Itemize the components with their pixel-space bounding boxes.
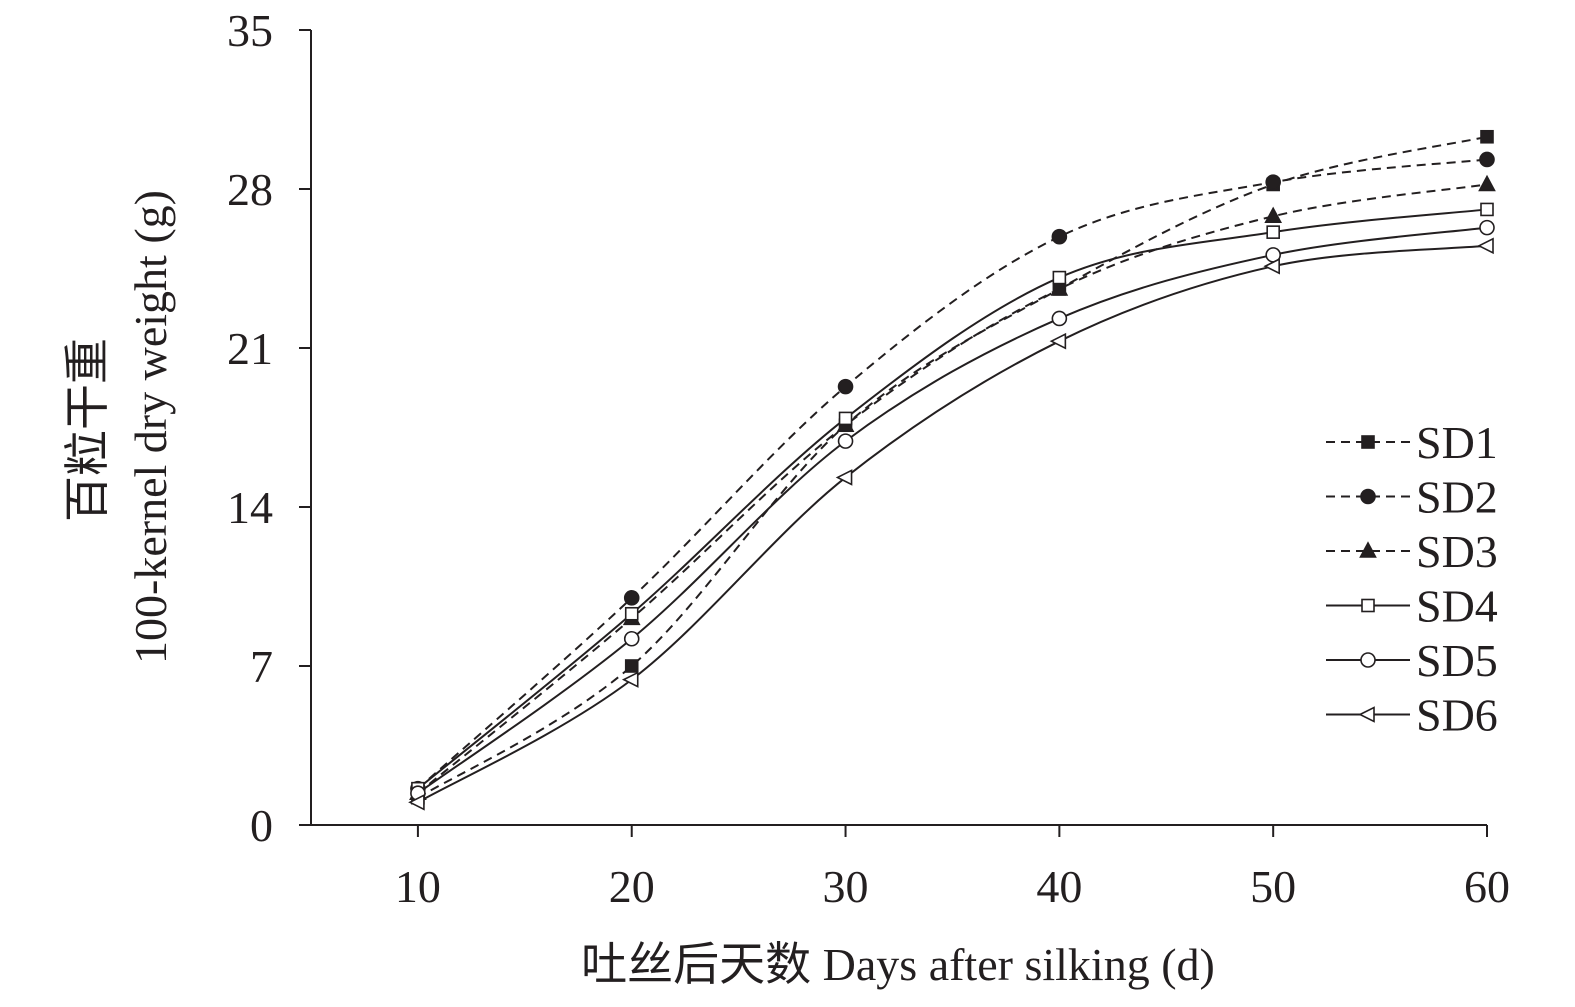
- legend-marker: [1360, 652, 1376, 668]
- data-point: [1049, 332, 1067, 350]
- data-point: [408, 793, 425, 811]
- y-tick-label: 14: [227, 482, 273, 533]
- data-point: [838, 411, 853, 426]
- x-tick-label: 40: [1036, 861, 1082, 912]
- data-point: [1480, 129, 1494, 144]
- ticks: 0 7 14 21 28 35 10 20 30 40 50 60: [227, 5, 1510, 912]
- series-SD2: [410, 151, 1495, 797]
- series-line: [417, 183, 1488, 794]
- data-point: [1477, 237, 1494, 255]
- series-line: [417, 244, 1488, 804]
- x-tick-label: 60: [1464, 861, 1510, 912]
- legend-item: SD1: [1326, 417, 1498, 468]
- data-point: [623, 630, 640, 647]
- data-point: [835, 469, 853, 486]
- series-SD5: [410, 219, 1495, 802]
- y-tick-label: 21: [227, 323, 273, 374]
- series-SD6: [408, 237, 1494, 811]
- legend-marker: [1361, 598, 1375, 613]
- y-tick-label: 35: [227, 5, 273, 56]
- y-axis-label-en: 100-kernel dry weight (g): [125, 190, 176, 664]
- data-point: [624, 659, 639, 673]
- legend-label: SD5: [1416, 635, 1498, 686]
- data-point: [1265, 174, 1281, 190]
- x-tick-label: 50: [1250, 861, 1296, 912]
- x-axis-label: 吐丝后天数 Days after silking (d): [581, 939, 1215, 990]
- y-tick-label: 28: [227, 164, 273, 215]
- legend-item: SD5: [1326, 635, 1498, 686]
- x-tick-label: 30: [823, 861, 869, 912]
- legend-marker: [1359, 541, 1377, 558]
- data-point: [1051, 310, 1068, 327]
- data-point: [1264, 206, 1283, 224]
- legend-marker: [1358, 706, 1375, 723]
- axes: [310, 30, 1487, 826]
- x-tick-label: 10: [395, 861, 441, 912]
- y-tick-label: 7: [250, 641, 273, 692]
- series-line: [417, 158, 1488, 790]
- data-point: [621, 671, 639, 688]
- data-point: [837, 433, 854, 449]
- legend-label: SD2: [1416, 472, 1498, 523]
- series-line: [417, 208, 1488, 790]
- legend-item: SD4: [1326, 581, 1498, 632]
- series-SD3: [409, 174, 1496, 801]
- legend-marker: [1361, 435, 1375, 449]
- legend-label: SD3: [1416, 526, 1498, 577]
- x-tick-label: 20: [609, 861, 655, 912]
- data-point: [1479, 219, 1495, 236]
- legend-marker: [1360, 488, 1376, 505]
- series: [408, 129, 1496, 811]
- series-SD4: [411, 202, 1494, 796]
- series-SD1: [411, 129, 1494, 805]
- data-point: [1480, 202, 1494, 217]
- legend-item: SD6: [1326, 690, 1498, 741]
- legend-item: SD2: [1326, 472, 1498, 523]
- data-point: [624, 606, 639, 621]
- legend-label: SD1: [1416, 417, 1498, 468]
- data-point: [837, 378, 854, 395]
- series-line: [417, 135, 1488, 799]
- legend-item: SD3: [1326, 526, 1498, 577]
- legend-label: SD6: [1416, 690, 1498, 741]
- data-point: [1050, 279, 1069, 296]
- y-tick-label: 0: [250, 800, 273, 851]
- data-point: [1051, 228, 1068, 245]
- data-point: [1263, 257, 1280, 275]
- series-line: [417, 226, 1488, 795]
- data-point: [1266, 225, 1280, 239]
- data-point: [1052, 270, 1067, 285]
- legend-label: SD4: [1416, 581, 1498, 632]
- data-point: [1478, 174, 1496, 192]
- data-point: [623, 590, 640, 606]
- y-axis-label-cn: 百粒干重: [62, 338, 113, 522]
- data-point: [1479, 151, 1495, 168]
